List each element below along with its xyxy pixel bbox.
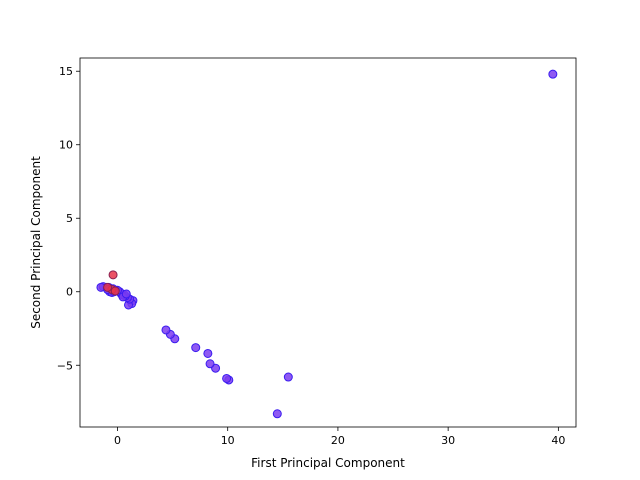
data-point-s0-6 [205, 359, 215, 369]
points-layer [96, 69, 558, 419]
y-tick-label: 15 [59, 65, 73, 78]
data-point-s0-8 [191, 343, 201, 353]
y-axis-label: Second Principal Component [29, 156, 43, 329]
x-axis-label: First Principal Component [251, 456, 405, 470]
y-tick-label: 5 [66, 212, 73, 225]
data-point-s1-0 [108, 270, 118, 280]
x-tick-label: 20 [331, 434, 345, 447]
data-point-s0-0 [548, 69, 558, 79]
x-tick-label: 10 [221, 434, 235, 447]
data-point-s0-11 [161, 325, 171, 335]
x-tick-label: 0 [114, 434, 121, 447]
data-point-s0-2 [272, 409, 282, 419]
y-tick-label: 0 [66, 286, 73, 299]
data-point-s0-7 [203, 348, 213, 358]
y-axis-ticks: −5 0 5 10 15 [57, 65, 80, 372]
data-point-s1-2 [103, 282, 113, 292]
x-tick-label: 40 [551, 434, 565, 447]
data-point-s0-4 [222, 373, 232, 383]
x-tick-label: 30 [441, 434, 455, 447]
data-point-s1-3 [110, 286, 120, 296]
y-tick-label: 10 [59, 139, 73, 152]
data-point-s0-35 [121, 289, 131, 299]
data-point-s0-1 [283, 372, 293, 382]
x-axis-ticks: 0 10 20 30 40 [114, 427, 565, 447]
y-tick-label: −5 [57, 359, 73, 372]
plot-frame [79, 57, 577, 428]
